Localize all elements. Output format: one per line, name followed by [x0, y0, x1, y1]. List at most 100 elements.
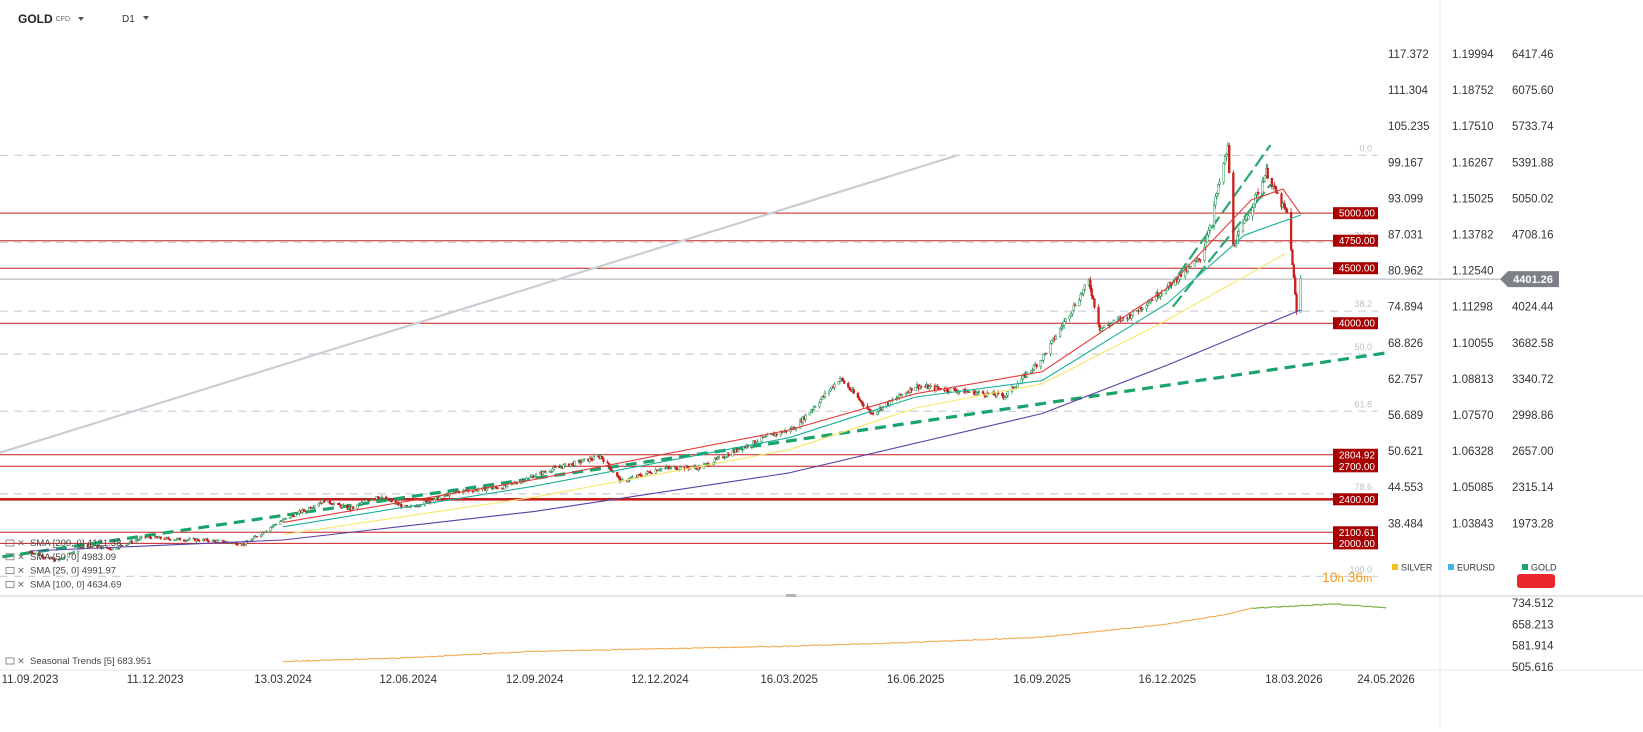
candle-body — [330, 502, 333, 505]
list-icon[interactable] — [5, 657, 15, 665]
candle-body — [149, 537, 153, 539]
list-icon[interactable] — [5, 553, 15, 561]
candle-body — [1206, 234, 1209, 243]
candle-body — [573, 461, 576, 466]
indicator-label: Seasonal Trends [5] 683.951 — [30, 656, 151, 667]
candle-body — [90, 546, 94, 548]
candle-body — [308, 507, 311, 512]
candle-body — [1284, 206, 1287, 210]
candle-body — [140, 536, 143, 539]
candle-body — [1234, 243, 1238, 246]
trendline-dashed-green[interactable] — [0, 351, 1387, 562]
candle-body — [485, 488, 488, 491]
candle-body — [1294, 277, 1297, 295]
candle-body — [264, 531, 267, 534]
candle-body — [1001, 393, 1004, 397]
candle-body — [71, 552, 74, 554]
candle-body — [737, 449, 740, 452]
candle-body — [394, 500, 397, 505]
candle-body — [929, 385, 932, 387]
candle-body — [1083, 284, 1086, 290]
candle-body — [644, 473, 648, 477]
compare-legend-item[interactable]: SILVER — [1392, 563, 1433, 573]
chevron-down-icon[interactable] — [142, 16, 149, 20]
indicator-row[interactable]: ✕ SMA [25, 0] 4991.97 — [5, 566, 116, 577]
x-tick-label: 11.12.2023 — [127, 674, 184, 686]
close-icon[interactable]: ✕ — [17, 656, 25, 666]
candle-body — [534, 473, 538, 477]
candle-body — [876, 411, 879, 415]
list-icon[interactable] — [5, 567, 15, 574]
candle-body — [1068, 315, 1071, 320]
level-tag-text: 2700.00 — [1339, 462, 1376, 473]
candle-body — [313, 505, 316, 508]
symbol-selector[interactable]: GOLD CFD — [18, 12, 85, 26]
candle-body — [1157, 295, 1161, 298]
candle-body — [1261, 181, 1264, 194]
candle-body — [1252, 203, 1256, 209]
candle-body — [664, 467, 667, 470]
candle-body — [812, 406, 816, 410]
candle-body — [1207, 230, 1210, 236]
candle-body — [551, 468, 554, 472]
trendlines[interactable] — [0, 144, 1387, 562]
level-tag-text: 5000.00 — [1339, 209, 1376, 220]
close-icon[interactable]: ✕ — [17, 566, 25, 576]
compare-legend-item[interactable]: GOLD — [1522, 563, 1557, 573]
candle-body — [323, 499, 326, 503]
candle-body — [1042, 354, 1045, 361]
timeframe-label: D1 — [122, 14, 135, 25]
candle-body — [1060, 326, 1063, 329]
close-icon[interactable]: ✕ — [17, 538, 25, 548]
candle-body — [660, 468, 663, 470]
candle-body — [679, 467, 682, 470]
compare-legend-item[interactable]: EURUSD — [1448, 563, 1496, 573]
indicator-row[interactable]: ✕ SMA [50, 0] 4983.09 — [5, 552, 116, 563]
channel-upper[interactable] — [1166, 144, 1272, 291]
candle-body — [261, 532, 264, 535]
close-icon[interactable]: ✕ — [17, 552, 25, 562]
seasonal-indicator-row[interactable]: ✕ Seasonal Trends [5] 683.951 — [5, 656, 151, 667]
candle-body — [1091, 295, 1095, 299]
close-icon[interactable]: ✕ — [17, 579, 25, 589]
candle-body — [30, 551, 33, 554]
candle-body — [380, 496, 384, 498]
candle-body — [1082, 289, 1085, 294]
indicator-legend[interactable]: ✕ SMA [200, 0] 4121.38 ✕ SMA [50, 0] 4983.0… — [5, 538, 151, 667]
horizontal-levels[interactable] — [0, 212, 1500, 544]
candle-body — [1223, 156, 1227, 164]
candle-body — [1160, 293, 1163, 295]
candle-body — [423, 500, 426, 506]
indicator-row[interactable]: ✕ SMA [100, 0] 4634.69 — [5, 579, 121, 590]
candle-body — [120, 544, 124, 547]
candle-body — [1295, 294, 1298, 313]
candle-body — [317, 503, 320, 507]
list-icon[interactable] — [5, 581, 15, 588]
legend-swatch — [1522, 564, 1528, 570]
x-tick-label: 12.09.2024 — [506, 674, 564, 686]
list-icon[interactable] — [5, 539, 15, 547]
candle-body — [1035, 364, 1038, 367]
candle-body — [1283, 202, 1286, 208]
y-tick-eurusd: 1.11298 — [1452, 302, 1493, 314]
channel-lower[interactable] — [1171, 183, 1272, 308]
trendline-grey[interactable] — [0, 154, 958, 463]
candle-body — [1050, 340, 1053, 344]
candle-body — [269, 527, 272, 532]
pane-resize-handle[interactable] — [786, 594, 796, 597]
candle-body — [552, 466, 556, 470]
chevron-down-icon[interactable] — [78, 17, 85, 21]
candle-body — [859, 399, 862, 402]
candle-body — [1237, 230, 1240, 236]
candle-body — [1215, 193, 1218, 197]
timeframe-selector[interactable]: D1 — [122, 14, 149, 25]
indicator-row[interactable]: ✕ SMA [200, 0] 4121.38 — [5, 538, 121, 549]
candle-body — [284, 517, 287, 520]
candle-body — [946, 388, 949, 392]
candle-body — [760, 436, 763, 442]
candle-body — [910, 387, 913, 391]
candle-body — [649, 471, 652, 474]
candle-body — [823, 392, 827, 397]
